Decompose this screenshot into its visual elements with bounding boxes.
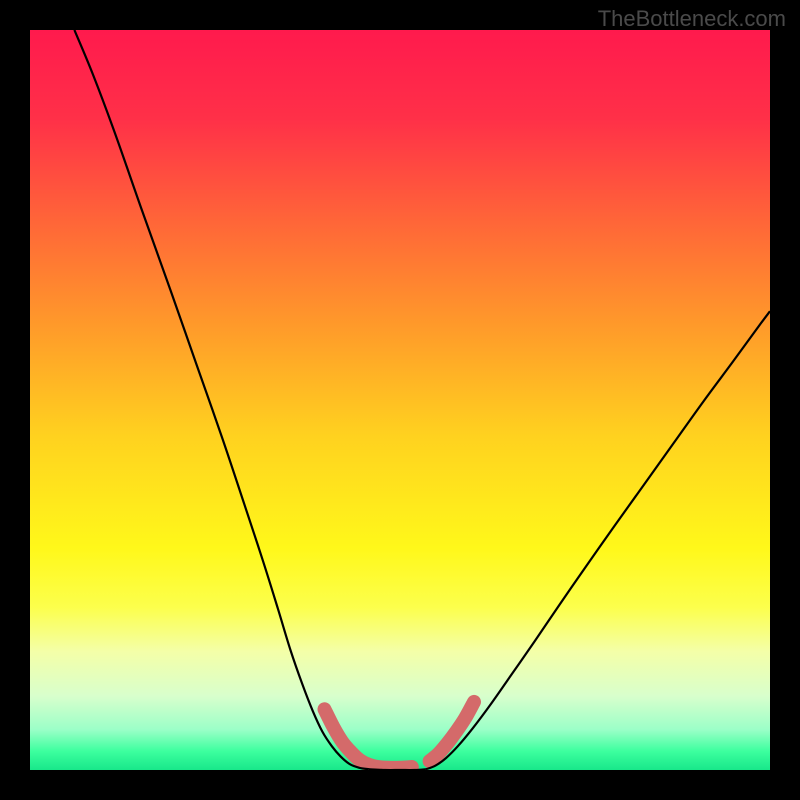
watermark-text: TheBottleneck.com (598, 6, 786, 32)
curve-left (74, 30, 369, 769)
plot-area (30, 30, 770, 770)
chart-frame: TheBottleneck.com (0, 0, 800, 800)
highlight-left (325, 709, 412, 768)
curve-layer (30, 30, 770, 770)
curve-plateau (369, 769, 426, 770)
